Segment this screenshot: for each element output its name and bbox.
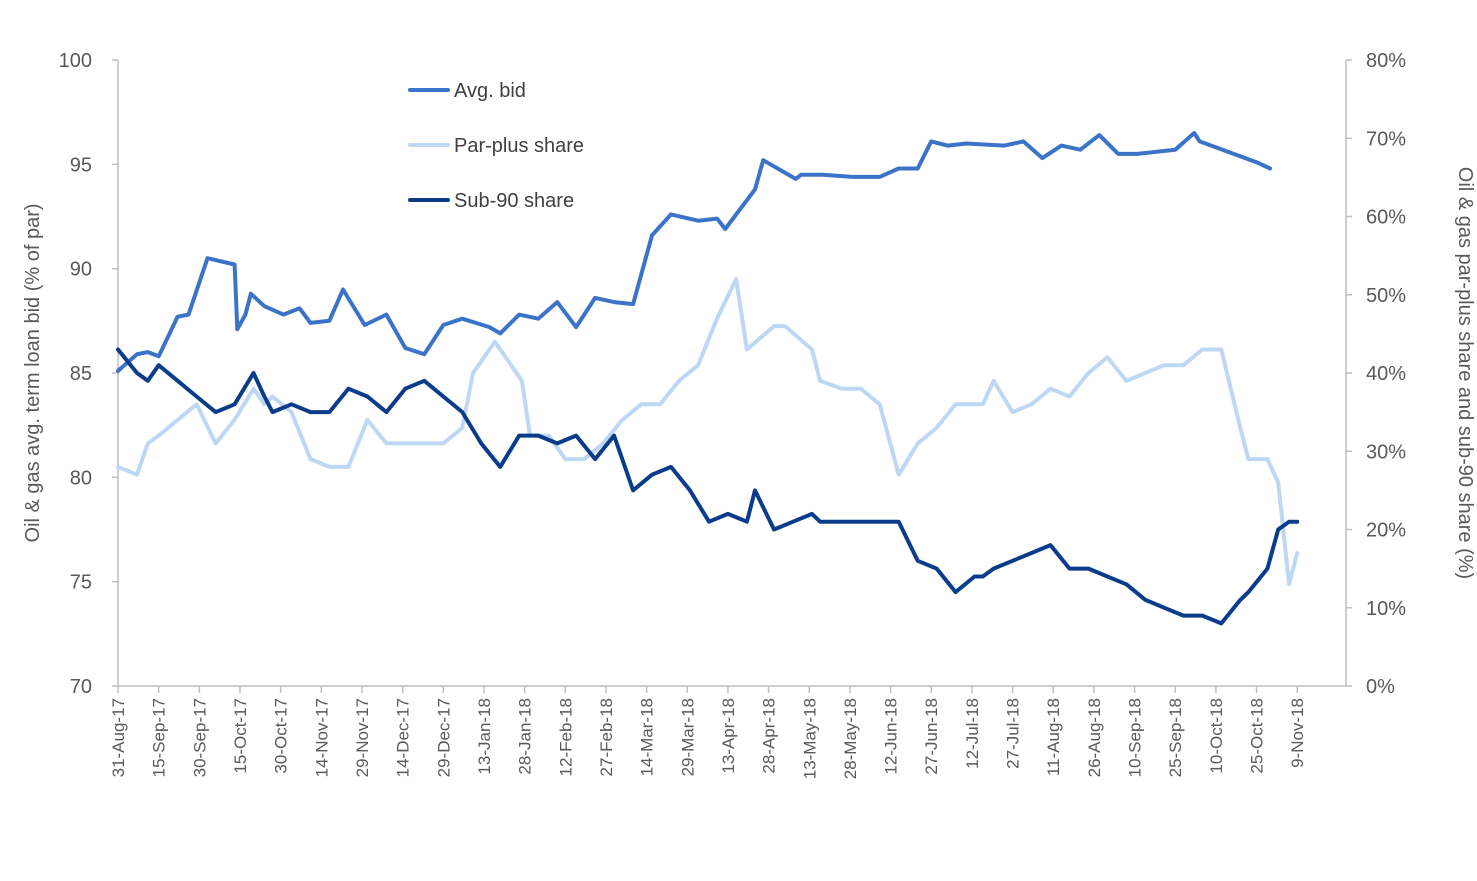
x-tick-label: 30-Sep-17 xyxy=(190,698,209,777)
x-tick-label: 14-Dec-17 xyxy=(394,698,413,777)
y-left-tick-label: 95 xyxy=(70,154,92,176)
y-left-tick-label: 85 xyxy=(70,363,92,385)
y-right-tick-label: 40% xyxy=(1366,363,1406,385)
x-tick-label: 27-Jun-18 xyxy=(922,698,941,775)
y-left-tick-label: 90 xyxy=(70,259,92,281)
x-tick-label: 28-May-18 xyxy=(841,698,860,779)
y-left-tick-label: 75 xyxy=(70,572,92,594)
x-tick-label: 28-Apr-18 xyxy=(760,698,779,774)
y-left-tick-label: 70 xyxy=(70,676,92,698)
axes-group: 70 75 80 85 90 95 100 0% 10% 20% 30% 40% 50% 60% 70% 80… xyxy=(59,50,1407,779)
y-right-tick-label: 20% xyxy=(1366,520,1406,542)
y-right-tick-label: 10% xyxy=(1366,598,1406,620)
legend-label: Sub-90 share xyxy=(454,190,574,212)
legend: Avg. bid Par-plus share Sub-90 share xyxy=(408,80,584,212)
x-tick-label: 29-Mar-18 xyxy=(678,698,697,776)
y-left-tick-label: 80 xyxy=(70,467,92,489)
series-line-par-plus-share xyxy=(116,277,1300,587)
x-tick-label: 25-Sep-18 xyxy=(1166,698,1185,777)
x-tick-label: 27-Jul-18 xyxy=(1004,698,1023,769)
x-tick-label: 13-Jan-18 xyxy=(475,698,494,775)
y-left-tick-label: 100 xyxy=(59,50,92,72)
x-tick-label: 26-Aug-18 xyxy=(1085,698,1104,777)
y-right-tick-label: 50% xyxy=(1366,285,1406,307)
x-tick-label: 12-Jul-18 xyxy=(963,698,982,769)
legend-label: Par-plus share xyxy=(454,135,584,157)
x-tick-label: 29-Nov-17 xyxy=(353,698,372,777)
x-tick-label: 15-Sep-17 xyxy=(150,698,169,777)
y-right-tick-label: 70% xyxy=(1366,128,1406,150)
y-right-tick-label: 60% xyxy=(1366,207,1406,229)
x-tick-label: 14-Nov-17 xyxy=(312,698,331,777)
x-tick-label: 31-Aug-17 xyxy=(109,698,128,777)
x-tick-label: 30-Oct-17 xyxy=(272,698,291,774)
x-tick-label: 12-Feb-18 xyxy=(556,698,575,776)
x-tick-label: 13-Apr-18 xyxy=(719,698,738,774)
x-tick-label: 15-Oct-17 xyxy=(231,698,250,774)
y-right-tick-label: 30% xyxy=(1366,441,1406,463)
x-tick-label: 27-Feb-18 xyxy=(597,698,616,776)
y-axis-right-title: Oil & gas par-plus share and sub-90 shar… xyxy=(1454,167,1476,579)
series-layer xyxy=(116,131,1300,626)
x-tick-label: 12-Jun-18 xyxy=(882,698,901,775)
series-line-avg-bid xyxy=(116,131,1273,373)
x-tick-label: 10-Sep-18 xyxy=(1126,698,1145,777)
y-axis-left-title: Oil & gas avg. term loan bid (% of par) xyxy=(22,203,44,542)
x-tick-label: 29-Dec-17 xyxy=(434,698,453,777)
x-tick-label: 11-Aug-18 xyxy=(1044,698,1063,776)
x-tick-label: 10-Oct-18 xyxy=(1207,698,1226,774)
y-right-tick-label: 80% xyxy=(1366,50,1406,72)
y-right-tick-label: 0% xyxy=(1366,676,1395,698)
x-tick-label: 9-Nov-18 xyxy=(1288,698,1307,768)
x-tick-label: 14-Mar-18 xyxy=(638,698,657,776)
legend-label: Avg. bid xyxy=(454,80,526,102)
x-tick-label: 25-Oct-18 xyxy=(1248,698,1267,774)
series-line-sub-90-share xyxy=(116,347,1300,626)
x-tick-label: 28-Jan-18 xyxy=(516,698,535,775)
x-tick-label: 13-May-18 xyxy=(800,698,819,779)
